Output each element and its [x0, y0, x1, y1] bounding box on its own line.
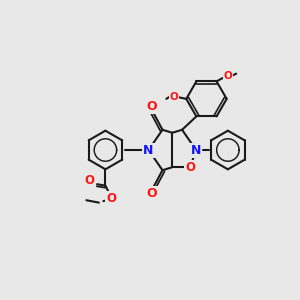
Text: O: O [185, 161, 195, 174]
Text: O: O [85, 174, 95, 187]
Text: O: O [146, 100, 157, 113]
Text: O: O [106, 192, 116, 205]
Text: N: N [191, 143, 201, 157]
Text: O: O [224, 71, 232, 81]
Text: O: O [169, 92, 178, 101]
Text: O: O [146, 187, 157, 200]
Text: N: N [143, 143, 154, 157]
